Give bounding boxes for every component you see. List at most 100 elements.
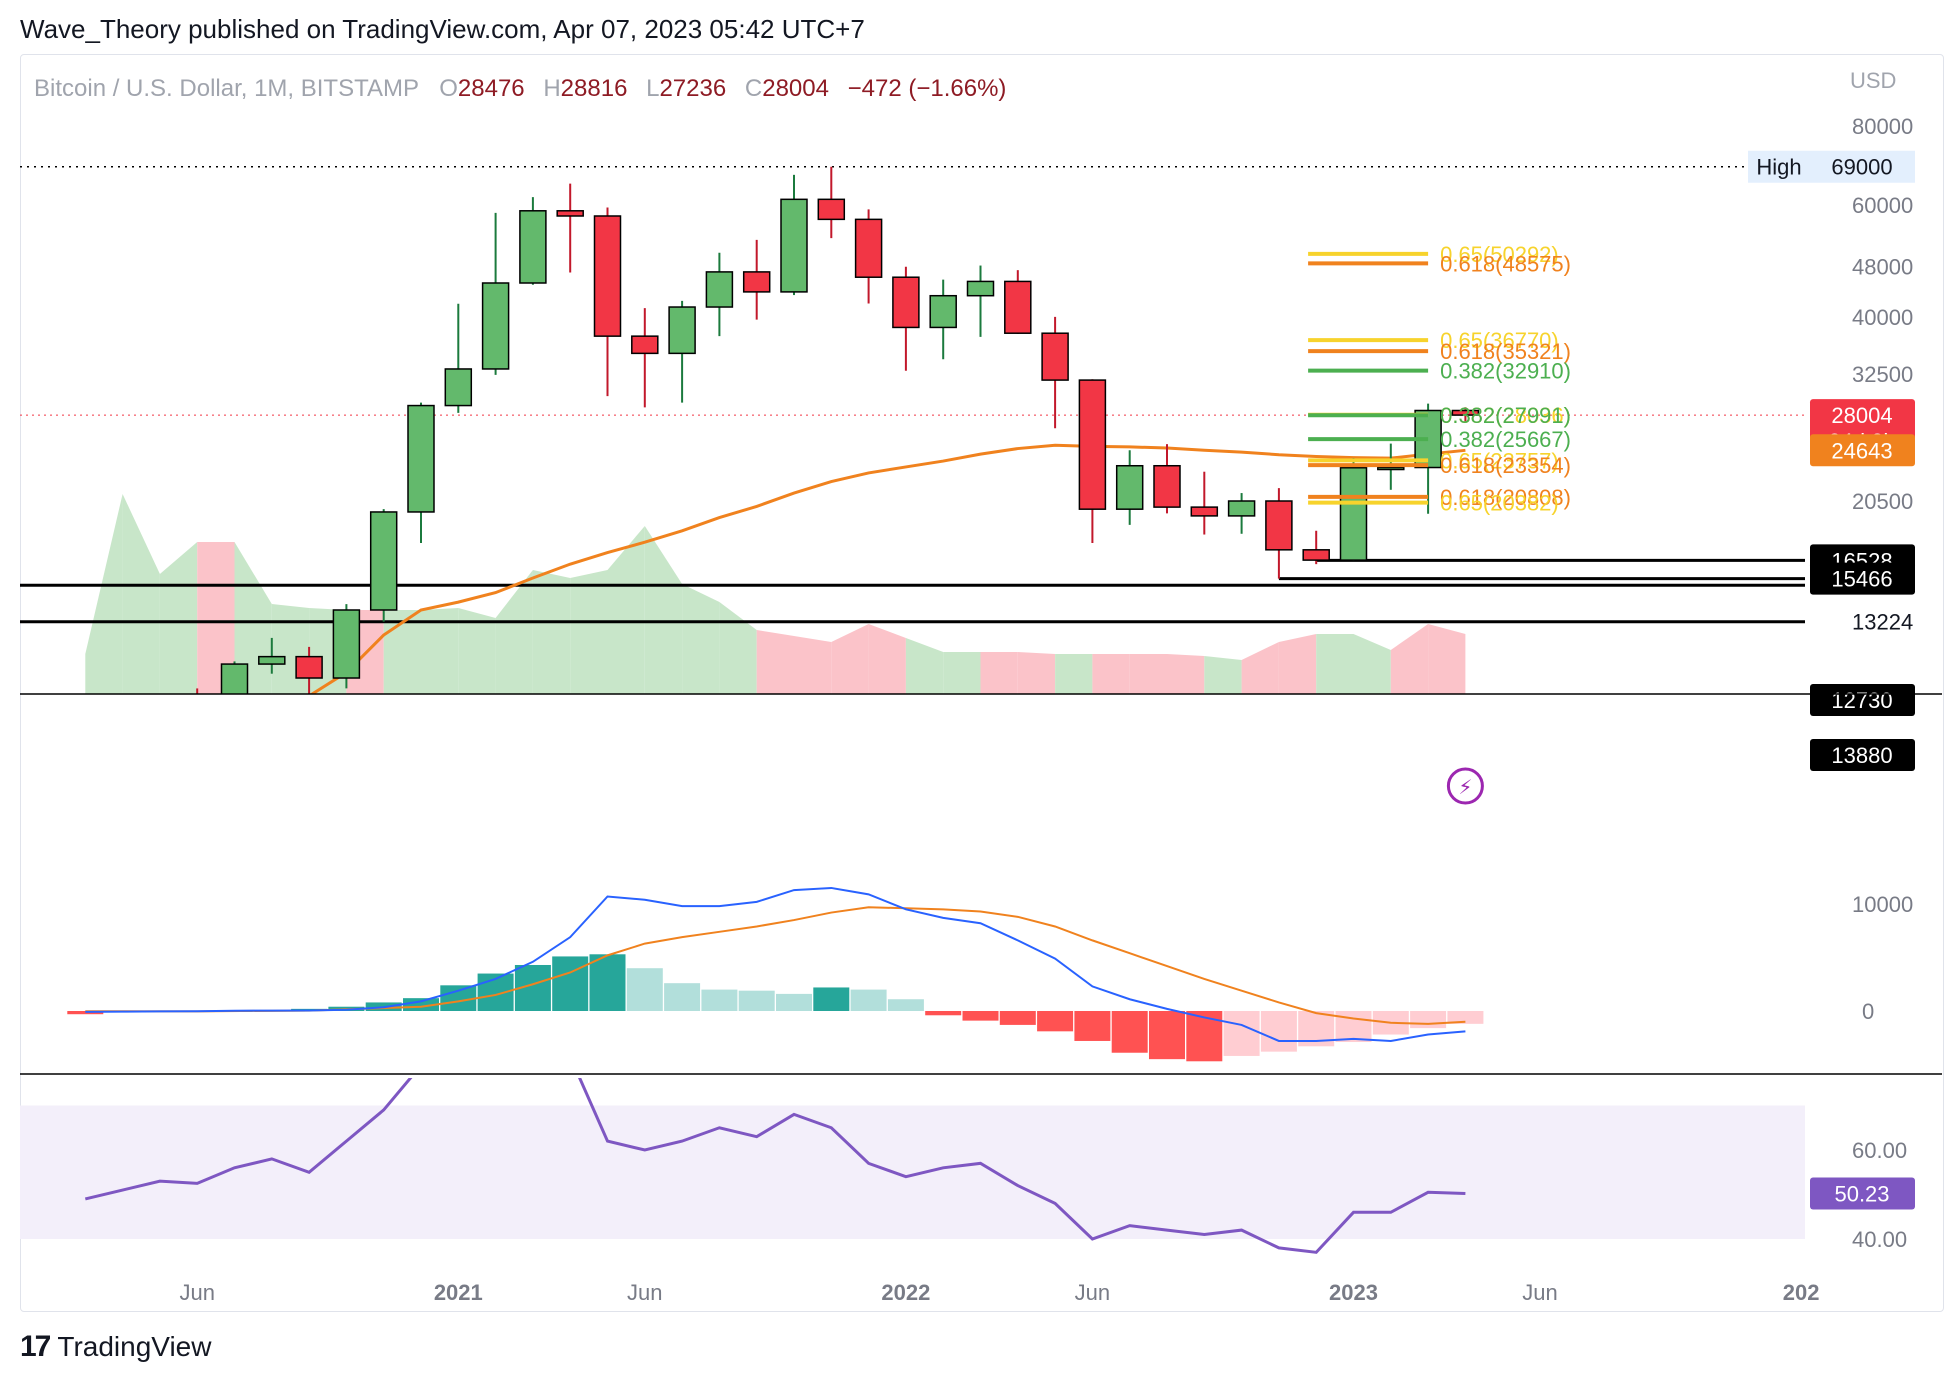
volume-area-segment	[1017, 652, 1056, 694]
macd-axis-tick: 0	[1862, 999, 1874, 1024]
open-label: O	[439, 75, 458, 102]
candle-body[interactable]	[519, 210, 547, 284]
candle-body[interactable]	[780, 198, 808, 293]
candle-body[interactable]	[1227, 500, 1256, 517]
candle-body[interactable]	[854, 218, 883, 278]
candle-body[interactable]	[1190, 506, 1219, 517]
candle-body[interactable]	[1339, 467, 1368, 561]
price-tag-text: 12730	[1831, 688, 1892, 713]
high-value: 28816	[561, 75, 628, 102]
fib-level-label: 0.618(20808)	[1440, 485, 1571, 510]
candle-body[interactable]	[110, 740, 136, 822]
macd-histogram-bar	[1074, 1011, 1111, 1041]
candle-body[interactable]	[556, 210, 584, 217]
rsi-line	[84, 1078, 1466, 1254]
price-tag-text: 15466	[1831, 567, 1892, 592]
price-tag-text: 24643	[1831, 438, 1892, 463]
price-tag-text: 13880	[1831, 743, 1892, 768]
candle-body[interactable]	[1302, 549, 1330, 561]
volume-area-segment	[271, 604, 310, 694]
high-price-tag	[1810, 150, 1915, 183]
rsi-value-text: 50.23	[1834, 1181, 1889, 1206]
macd-histogram-bar	[1447, 1011, 1484, 1024]
close-value: 28004	[762, 75, 829, 102]
low-value: 27236	[659, 75, 726, 102]
volume-area-segment	[943, 652, 981, 694]
price-plot[interactable]: 0.65(50292)0.618(48575)0.65(36770)0.618(…	[20, 165, 1805, 965]
candle-body[interactable]	[1041, 332, 1069, 381]
candle-body[interactable]	[892, 276, 920, 329]
volume-area-segment	[1055, 654, 1093, 694]
chart-canvas[interactable]: 0.65(50292)0.618(48575)0.65(36770)0.618(…	[20, 54, 1942, 1310]
rsi-axis-tick: 40.00	[1852, 1227, 1907, 1252]
fib-level-label: 0.65(36770)	[1440, 328, 1559, 353]
macd-histogram-bar	[1149, 1011, 1185, 1060]
volume-area-segment	[794, 636, 832, 694]
price-tag-bg	[1810, 684, 1915, 716]
volume-area-segment	[682, 584, 720, 694]
macd-histogram-bar	[850, 989, 887, 1011]
price-pane[interactable]: 0.65(50292)0.618(48575)0.65(36770)0.618(…	[20, 114, 1942, 965]
change-value: −472 (−1.66%)	[848, 75, 1007, 102]
volume-area-segment	[980, 652, 1018, 694]
chart-legend: Bitcoin / U.S. Dollar, 1M, BITSTAMP O284…	[34, 68, 1896, 102]
volume-area-segment	[1428, 624, 1466, 694]
high-tag-bg	[1748, 150, 1810, 183]
low-label: L	[646, 75, 659, 102]
time-axis-tick: 2022	[881, 1280, 930, 1305]
high-label: H	[543, 75, 560, 102]
volume-area-segment	[831, 624, 869, 694]
volume-area-segment	[1241, 642, 1279, 694]
price-tag-bg	[1810, 434, 1915, 467]
candle-body[interactable]	[1115, 464, 1144, 510]
macd-pane[interactable]: 10000 0	[20, 886, 1942, 1075]
footer: 17 TradingView	[20, 1330, 211, 1364]
candle-body[interactable]	[184, 714, 210, 723]
candle-body[interactable]	[444, 368, 473, 407]
macd-histogram-bar	[701, 989, 738, 1011]
candle-body[interactable]	[593, 215, 622, 337]
candle-body[interactable]	[258, 655, 286, 665]
candle-body[interactable]	[817, 198, 846, 221]
macd-histogram-bar	[1410, 1011, 1447, 1029]
volume-area-segment	[532, 570, 571, 694]
candle-body[interactable]	[929, 294, 957, 329]
lightning-glyph: ⚡	[1458, 777, 1472, 799]
candle-body[interactable]	[668, 306, 696, 355]
candle-body[interactable]	[147, 714, 173, 739]
candle-body[interactable]	[1078, 379, 1107, 510]
rsi-axis-tick: 60.00	[1852, 1138, 1907, 1163]
candle-body[interactable]	[369, 511, 398, 611]
candle-body[interactable]	[407, 404, 435, 513]
candle-body[interactable]	[1451, 409, 1480, 416]
time-axis-tick: 2021	[434, 1280, 483, 1305]
candle-body[interactable]	[481, 282, 510, 370]
candle-body[interactable]	[742, 271, 771, 293]
candle-body[interactable]	[631, 335, 659, 355]
candle-body[interactable]	[1377, 466, 1405, 471]
time-axis-tick: 202	[1783, 1280, 1820, 1305]
volume-area-segment	[719, 602, 757, 694]
fib-level-label: 0.65(23757)	[1440, 448, 1559, 473]
candle-body[interactable]	[295, 655, 323, 679]
time-axis[interactable]: Jun 2021 Jun 2022 Jun 2023 Jun 202	[179, 1280, 1819, 1305]
price-tag: 13880	[1810, 739, 1915, 771]
price-tag-bg	[1810, 739, 1915, 771]
candle-body[interactable]	[1265, 500, 1293, 551]
candle-body[interactable]	[1004, 280, 1032, 334]
candle-body[interactable]	[332, 609, 361, 679]
brand-name[interactable]: TradingView	[57, 1331, 212, 1362]
volume-area-segment	[159, 542, 198, 694]
candle-body[interactable]	[1153, 464, 1181, 508]
fib-level-label: 0.65(20382)	[1440, 491, 1559, 516]
fib-level-label: 0.618(48575)	[1440, 251, 1571, 276]
alert-lightning-icon[interactable]	[1446, 767, 1484, 805]
ema-line	[309, 443, 1466, 694]
macd-line	[85, 886, 1466, 1042]
candle-body[interactable]	[966, 280, 995, 297]
fib-level-label: 0.382(28036)	[1440, 403, 1571, 428]
macd-histogram-bar	[552, 956, 589, 1011]
rsi-pane[interactable]: 60.00 40.00 50.23	[20, 1039, 1915, 1254]
candle-body[interactable]	[72, 743, 98, 821]
candle-body[interactable]	[705, 271, 734, 308]
